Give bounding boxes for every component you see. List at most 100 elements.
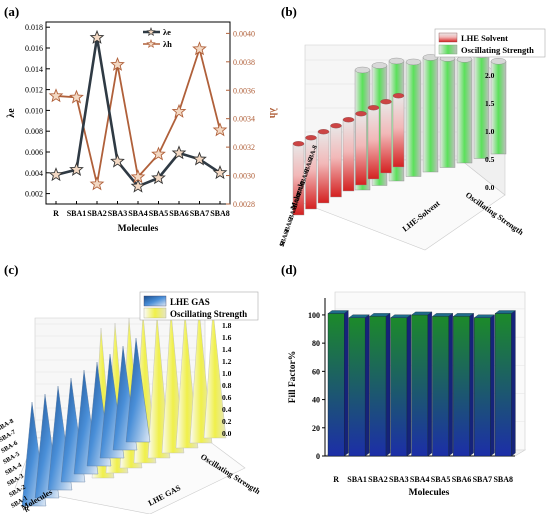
fill-factor-bar [327,313,345,457]
x-axis-label: Molecules [118,224,159,234]
legend-osc-label: Oscillating Strength [461,45,534,55]
lhe-solvent-bar [342,119,355,192]
y-axis-label: Fill Factor% [288,351,298,404]
fill-factor-bar-side [490,314,495,457]
legend-lhe-gas-label: LHE GAS [170,297,210,307]
x-tick-label: SBA3 [108,209,128,218]
left-tick-label: 0.012 [25,86,43,95]
legend-lambda-h-marker [146,39,156,49]
lhe-solvent-bar [392,95,405,168]
right-tick-label: 0.0032 [233,143,255,152]
fill-factor-bar-side [344,310,349,457]
lhe-gas-peak [125,338,151,443]
lhe-solvent-bar [330,125,342,198]
right-tick-label: 0.0034 [233,115,255,124]
lhe-solvent-bar-cap [305,135,317,141]
z-tick-label: 2.0 [485,71,495,80]
right-tick-label: 0.0036 [233,86,255,95]
lambda-e-point [130,178,146,193]
x-tick-label: SBA5 [431,475,451,484]
lhe-solvent-bar [380,101,392,174]
legend-lambda-e-label: λe [163,27,171,37]
fill-factor-bar [453,316,470,457]
lhe-solvent-bar [317,131,330,204]
z-tick-label: 0.6 [222,393,232,402]
legend-osc-swatch [143,307,167,319]
panel-d-label: (d) [281,262,297,277]
lambda-h-point [69,89,84,104]
lambda-h-point [192,41,207,56]
z-tick-label: 1.2 [222,357,232,366]
lambda-e-point [151,170,166,185]
x-tick-label: SBA7 [190,209,210,218]
osc-strength-bar-cap [371,62,388,69]
x-tick-label: SBA4 [410,475,430,484]
lhe-solvent-bar-cap [380,99,392,105]
osc-strength-bar-cap [405,58,422,66]
y-tick-label: 0 [316,452,320,461]
fill-factor-bar-side [427,311,432,457]
area3d-chart-lhe-gas: 0.00.20.40.60.81.01.21.41.61.82.0RSBA-1S… [0,291,262,514]
osc-strength-bar [405,61,422,177]
legend-lhe-solvent-label: LHE Solvent [461,33,508,43]
x-tick-label: SBA6 [452,475,472,484]
z-tick-label: 1.6 [222,333,232,342]
lhe-solvent-bar [355,113,367,186]
molecule-tick-label: R [23,506,31,514]
lhe-solvent-bar-cap [317,129,330,135]
panel-b: (b) 0.0 0.5 1.0 1.5 2.0 R SBA-1 SBA-2 SBA-3 SBA-4… [275,0,550,251]
osc-strength-bar-cap [388,57,405,65]
panel-a-label: (a) [4,4,20,19]
panel-b-label: (b) [281,4,297,19]
x-tick-label: SBA4 [128,209,148,218]
x-tick-label: SBA8 [493,475,513,484]
lambda-h-point [89,176,105,191]
lambda-h-point [130,169,146,184]
lambda-h-point [48,88,64,103]
right-tick-label: 0.0028 [233,200,255,209]
fill-factor-bar [432,316,449,457]
z-tick-label: 0.4 [222,405,232,414]
y-tick-label: 20 [312,424,320,433]
lambda-e-point [69,161,84,176]
left-tick-label: 0.002 [25,190,43,199]
y-tick-label: 40 [312,396,320,405]
z-tick-label: 1.0 [222,369,232,378]
molecule-tick-label: R [279,240,287,247]
fill-factor-bar-side [448,313,453,457]
fill-factor-bar-side [406,314,412,457]
x-tick-label: R [333,475,339,484]
panel-a: (a) 0.002 0.004 0.006 0.008 0.010 0.012 0.014 0… [0,0,278,250]
legend-lhe-solvent-swatch [438,32,458,43]
lhe-solvent-bar-cap [367,105,380,111]
x-axis-label: Molecules [409,488,450,498]
panel-c: (c) 0.00.20.40.60.81.01.21.41.61.82.0RSB… [0,258,275,514]
lambda-h-point [171,103,187,118]
fill-factor-bar [390,317,408,457]
fill-factor-bar [494,313,512,457]
fill-factor-bar-side [385,313,391,457]
z-tick-label: 0.0 [485,183,495,192]
x-tick-label: SBA5 [149,209,169,218]
y-right-label: λh [267,108,278,119]
lhe-solvent-bar-cap [355,111,367,117]
osc-strength-bar [439,58,456,168]
lhe-solvent-bar-cap [392,93,405,99]
osc-strength-bar-cap [422,54,439,61]
x-tick-label: SBA2 [87,209,107,218]
lambda-e-point [192,151,207,166]
fill-factor-bar [474,317,491,457]
left-tick-label: 0.004 [25,169,43,178]
legend-osc-label: Oscillating Strength [170,309,247,319]
lambda-h-point [151,146,166,161]
z-tick-label: 1.8 [222,321,232,330]
lambda-e-point [48,167,64,182]
x-tick-label: SBA3 [389,475,409,484]
x-tick-label: R [53,209,59,218]
line-chart-lambda: 0.002 0.004 0.006 0.008 0.010 0.012 0.014 0.016… [6,21,278,234]
y-tick-label: 60 [312,367,320,376]
lhe-solvent-bar-cap [292,141,305,147]
bar3d-chart-lhe-solvent: 0.00.51.01.52.0RSBA-1SBA-2SBA-3SBA-4SBA-… [279,28,546,251]
z-tick-label: 1.0 [485,127,495,136]
z-tick-label: 0.2 [222,417,232,426]
